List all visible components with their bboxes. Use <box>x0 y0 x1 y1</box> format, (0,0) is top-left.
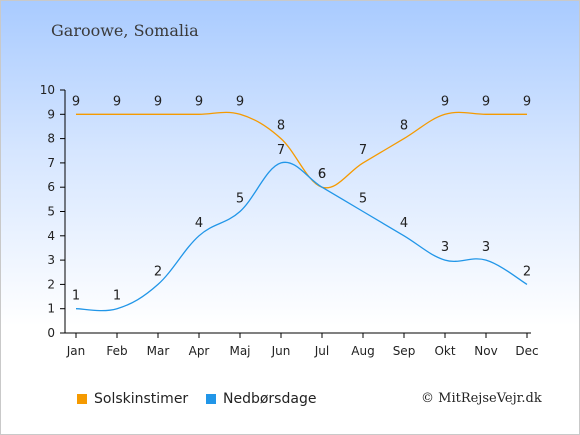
series-lines <box>75 111 528 312</box>
copyright-credit: © MitRejseVejr.dk <box>421 391 542 406</box>
legend-swatch-sun <box>77 394 87 404</box>
y-tick-label: 8 <box>47 132 55 146</box>
x-tick-label: Jul <box>314 344 329 358</box>
legend-label-sun: Solskinstimer <box>94 391 189 407</box>
sun-data-label: 8 <box>277 119 285 134</box>
x-tick-label: Maj <box>229 344 250 358</box>
x-tick-label: Nov <box>474 344 497 358</box>
rain-data-label: 5 <box>236 192 244 207</box>
x-tick-label: Apr <box>189 344 210 358</box>
rain-data-label: 2 <box>523 264 531 279</box>
y-tick-label: 4 <box>47 229 55 243</box>
sun-data-label: 7 <box>359 143 367 158</box>
y-tick-label: 3 <box>47 253 55 267</box>
sun-data-label: 9 <box>523 94 531 109</box>
x-tick-label: Feb <box>106 344 127 358</box>
legend-item-rain: Nedbørsdage <box>206 391 316 407</box>
sun-data-label: 9 <box>236 94 244 109</box>
x-tick-label: Sep <box>393 344 416 358</box>
sun-data-label: 9 <box>441 94 449 109</box>
rain-data-label: 3 <box>482 240 490 255</box>
y-tick-label: 10 <box>40 83 55 97</box>
legend-item-sun: Solskinstimer <box>77 391 188 407</box>
sun-data-label: 9 <box>154 94 162 109</box>
y-tick-label: 5 <box>47 205 55 219</box>
rain-data-label: 6 <box>318 167 326 182</box>
rain-data-label: 5 <box>359 192 367 207</box>
x-tick-label: Mar <box>147 344 170 358</box>
legend-label-rain: Nedbørsdage <box>223 391 317 407</box>
sun-data-label: 9 <box>195 94 203 109</box>
legend-swatch-rain <box>206 394 216 404</box>
axes: 0 1 2 3 4 5 6 7 8 9 10 Jan Feb Mar Apr Maj Jun Jul Aug Sep O… <box>40 83 539 358</box>
sun-data-label: 9 <box>72 94 80 109</box>
rain-series-line <box>75 161 528 312</box>
rain-data-label: 3 <box>441 240 449 255</box>
x-tick-label: Jan <box>66 344 86 358</box>
rain-data-label: 1 <box>72 289 80 304</box>
y-tick-label: 0 <box>47 326 55 340</box>
x-tick-label: Dec <box>515 344 538 358</box>
y-tick-label: 9 <box>47 107 55 121</box>
sun-data-label: 9 <box>482 94 490 109</box>
y-tick-label: 1 <box>47 302 55 316</box>
chart-title: Garoowe, Somalia <box>51 21 199 40</box>
y-tick-label: 7 <box>47 156 55 170</box>
sun-data-label: 8 <box>400 119 408 134</box>
sun-data-label: 6 <box>318 167 326 182</box>
rain-data-label: 4 <box>400 216 408 231</box>
x-tick-label: Aug <box>351 344 374 358</box>
y-tick-label: 6 <box>47 180 55 194</box>
rain-data-label: 7 <box>277 143 285 158</box>
x-tick-label: Jun <box>271 344 291 358</box>
rain-data-label: 2 <box>154 264 162 279</box>
sun-data-label: 9 <box>113 94 121 109</box>
y-tick-label: 2 <box>47 277 55 291</box>
sun-series-line <box>76 111 527 189</box>
rain-data-label: 4 <box>195 216 203 231</box>
x-tick-label: Okt <box>434 344 455 358</box>
rain-data-label: 1 <box>113 289 121 304</box>
